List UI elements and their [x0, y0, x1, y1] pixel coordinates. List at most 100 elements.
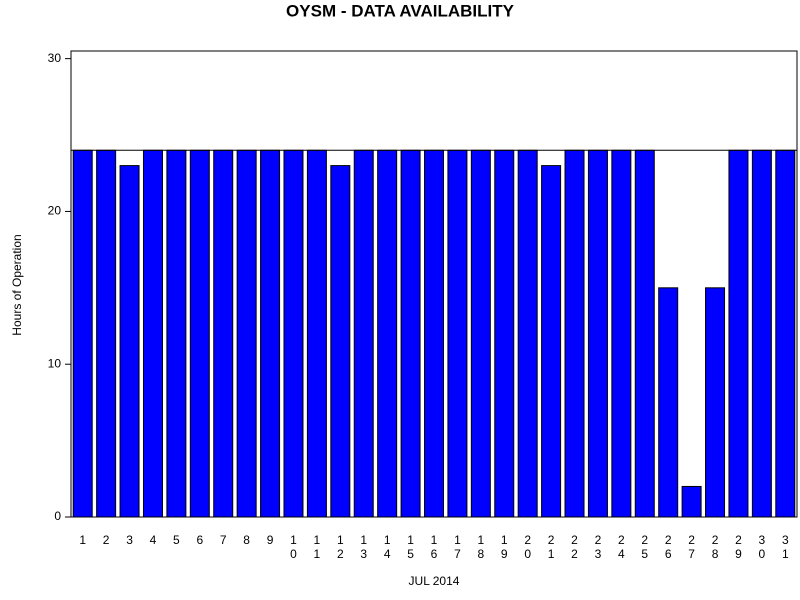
x-tick-digit: 2	[337, 547, 344, 561]
x-tick-digit: 3	[595, 547, 602, 561]
bar	[260, 149, 281, 518]
x-tick-digit: 9	[735, 547, 742, 561]
chart-title: OYSM - DATA AVAILABILITY	[286, 1, 515, 20]
x-tick-digit: 3	[782, 533, 789, 547]
x-tick-digit: 2	[595, 533, 602, 547]
x-tick-digit: 1	[314, 547, 321, 561]
bar	[283, 149, 304, 518]
x-axis-label: JUL 2014	[409, 574, 460, 588]
x-tick-label: 6	[196, 533, 203, 547]
x-tick-digit: 8	[712, 547, 719, 561]
y-tick-label: 10	[48, 356, 62, 370]
x-tick-digit: 4	[618, 547, 625, 561]
bar	[705, 287, 726, 518]
x-tick-digit: 1	[782, 547, 789, 561]
x-tick-digit: 6	[431, 547, 438, 561]
bar	[236, 149, 257, 518]
bar	[517, 149, 538, 518]
x-tick-digit: 0	[524, 547, 531, 561]
bar	[494, 149, 515, 518]
bar	[213, 149, 234, 518]
y-tick-label: 0	[54, 509, 61, 523]
x-tick-label: 4	[150, 533, 157, 547]
y-tick-label: 20	[48, 204, 62, 218]
x-tick-digit: 2	[641, 533, 648, 547]
x-tick-digit: 6	[665, 547, 672, 561]
x-tick-digit: 1	[314, 533, 321, 547]
bar	[424, 149, 444, 518]
x-tick-digit: 2	[571, 547, 578, 561]
bar	[330, 165, 351, 518]
x-tick-label: 7	[220, 533, 227, 547]
x-tick-digit: 3	[759, 533, 766, 547]
x-tick-label: 8	[243, 533, 250, 547]
x-tick-digit: 1	[454, 533, 461, 547]
bar	[611, 149, 632, 518]
y-tick-label: 30	[48, 51, 62, 65]
bar	[634, 149, 655, 518]
x-tick-digit: 4	[384, 547, 391, 561]
x-tick-digit: 2	[688, 533, 695, 547]
bar	[142, 149, 163, 518]
x-tick-digit: 2	[571, 533, 578, 547]
bar	[564, 149, 585, 518]
x-tick-digit: 7	[454, 547, 461, 561]
bar	[541, 165, 562, 518]
x-tick-digit: 0	[759, 547, 766, 561]
bar	[470, 149, 491, 518]
x-tick-digit: 2	[524, 533, 531, 547]
x-tick-label: 2	[103, 533, 110, 547]
x-tick-digit: 1	[501, 533, 508, 547]
x-tick-digit: 3	[360, 547, 367, 561]
x-tick-label: 3	[126, 533, 133, 547]
bar	[96, 149, 117, 518]
bar	[587, 149, 608, 518]
x-tick-digit: 1	[360, 533, 367, 547]
bar	[658, 287, 679, 518]
x-tick-digit: 9	[501, 547, 508, 561]
bar	[189, 149, 210, 518]
bar	[447, 149, 468, 518]
x-tick-digit: 1	[477, 533, 484, 547]
x-tick-digit: 7	[688, 547, 695, 561]
bar	[353, 149, 374, 518]
x-tick-digit: 2	[712, 533, 719, 547]
x-tick-digit: 0	[290, 547, 297, 561]
x-tick-label: 5	[173, 533, 180, 547]
x-tick-digit: 1	[290, 533, 297, 547]
x-tick-digit: 1	[431, 533, 438, 547]
bar	[306, 149, 327, 518]
bar	[166, 149, 187, 518]
bar	[119, 165, 140, 518]
x-tick-digit: 2	[548, 533, 555, 547]
x-tick-digit: 1	[407, 533, 414, 547]
x-tick-digit: 8	[477, 547, 484, 561]
bar	[681, 485, 702, 518]
x-tick-digit: 2	[735, 533, 742, 547]
bar	[728, 149, 749, 518]
x-tick-digit: 5	[641, 547, 648, 561]
bar	[72, 149, 93, 518]
x-tick-digit: 1	[548, 547, 555, 561]
bar	[751, 149, 772, 518]
x-tick-digit: 1	[384, 533, 391, 547]
